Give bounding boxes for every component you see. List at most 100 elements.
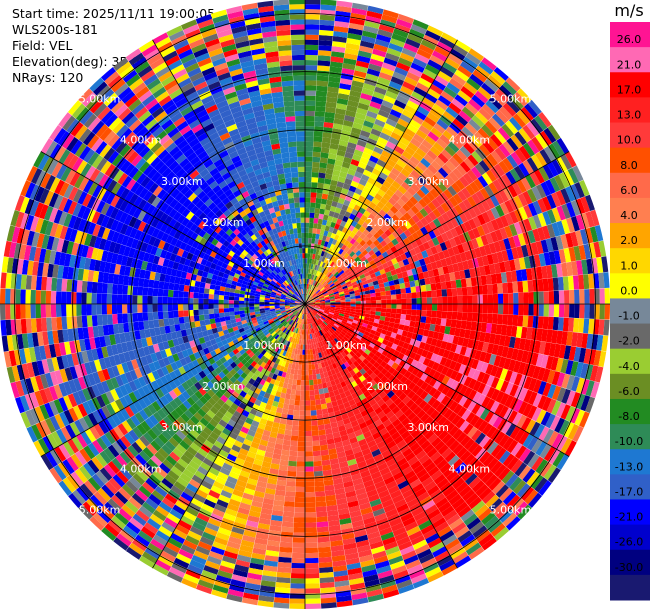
velocity-cell	[356, 342, 363, 349]
velocity-cell	[371, 402, 380, 411]
velocity-cell	[123, 448, 136, 461]
velocity-cell	[353, 529, 367, 538]
velocity-cell	[495, 272, 503, 284]
velocity-cell	[339, 78, 353, 86]
velocity-cell	[313, 295, 318, 299]
velocity-cell	[425, 316, 432, 324]
velocity-cell	[335, 307, 341, 310]
velocity-cell	[203, 439, 214, 449]
velocity-cell	[363, 430, 372, 439]
velocity-cell	[305, 34, 319, 41]
velocity-cell	[319, 24, 334, 31]
velocity-cell	[555, 156, 568, 173]
velocity-cell	[521, 244, 529, 258]
velocity-cell	[243, 345, 250, 352]
velocity-cell	[556, 263, 563, 278]
velocity-cell	[332, 278, 338, 284]
velocity-cell	[293, 310, 298, 315]
velocity-cell	[311, 292, 316, 297]
velocity-cell	[448, 425, 460, 437]
velocity-cell	[439, 356, 448, 366]
velocity-cell	[338, 512, 351, 520]
velocity-cell	[513, 501, 528, 516]
velocity-cell	[203, 413, 213, 423]
velocity-cell	[469, 414, 480, 427]
velocity-cell	[349, 17, 365, 26]
velocity-cell	[374, 406, 383, 415]
velocity-cell	[588, 273, 595, 289]
velocity-cell	[356, 492, 368, 501]
velocity-cell	[588, 318, 595, 334]
velocity-cell	[185, 464, 198, 475]
velocity-cell	[254, 369, 261, 377]
velocity-cell	[221, 402, 231, 411]
velocity-cell	[226, 540, 241, 550]
velocity-cell	[426, 290, 432, 298]
velocity-cell	[325, 317, 331, 322]
velocity-cell	[545, 265, 553, 279]
velocity-cell	[327, 86, 339, 94]
velocity-cell	[427, 88, 441, 100]
velocity-cell	[540, 181, 552, 197]
velocity-cell	[155, 530, 171, 542]
velocity-cell	[488, 117, 502, 131]
velocity-cell	[399, 383, 408, 393]
velocity-cell	[305, 471, 315, 477]
velocity-cell	[393, 397, 403, 406]
velocity-cell	[214, 579, 231, 589]
velocity-cell	[182, 468, 195, 479]
velocity-cell	[593, 350, 602, 367]
velocity-cell	[450, 380, 459, 391]
velocity-cell	[493, 241, 502, 253]
velocity-cell	[514, 428, 526, 443]
velocity-cell	[377, 522, 391, 532]
velocity-cell	[520, 176, 532, 191]
velocity-cell	[363, 390, 371, 398]
velocity-cell	[444, 174, 455, 186]
velocity-cell	[386, 304, 392, 309]
velocity-cell	[391, 377, 400, 386]
velocity-cell	[424, 92, 438, 104]
velocity-cell	[434, 156, 446, 168]
velocity-cell	[439, 66, 455, 78]
velocity-cell	[543, 146, 556, 162]
velocity-cell	[281, 521, 294, 528]
velocity-cell	[381, 205, 390, 214]
velocity-cell	[227, 588, 244, 598]
velocity-cell	[290, 588, 305, 594]
velocity-cell	[306, 308, 308, 314]
velocity-cell	[290, 440, 298, 447]
velocity-cell	[570, 216, 580, 232]
velocity-cell	[467, 304, 473, 313]
velocity-cell	[381, 499, 394, 508]
velocity-cell	[291, 363, 296, 370]
velocity-cell	[436, 458, 448, 470]
velocity-cell	[340, 220, 347, 227]
velocity-cell	[402, 395, 411, 405]
velocity-cell	[439, 241, 448, 252]
velocity-cell	[580, 363, 589, 379]
velocity-cell	[319, 335, 324, 342]
velocity-cell	[474, 350, 482, 361]
velocity-cell	[314, 264, 318, 271]
velocity-cell	[401, 109, 415, 119]
velocity-cell	[344, 390, 352, 397]
velocity-cell	[371, 414, 380, 423]
velocity-cell	[410, 460, 422, 471]
velocity-cell	[281, 332, 286, 339]
velocity-cell	[312, 310, 317, 315]
velocity-cell	[369, 498, 382, 507]
velocity-cell	[199, 430, 210, 440]
velocity-cell	[185, 506, 199, 517]
velocity-cell	[546, 194, 557, 210]
velocity-cell	[365, 181, 374, 190]
velocity-cell	[390, 313, 396, 319]
velocity-cell	[318, 295, 324, 299]
velocity-cell	[352, 227, 359, 235]
velocity-cell	[523, 218, 533, 232]
velocity-cell	[314, 475, 324, 482]
velocity-cell	[369, 358, 377, 366]
velocity-cell	[564, 440, 577, 457]
velocity-cell	[502, 491, 517, 506]
velocity-cell	[89, 516, 105, 531]
